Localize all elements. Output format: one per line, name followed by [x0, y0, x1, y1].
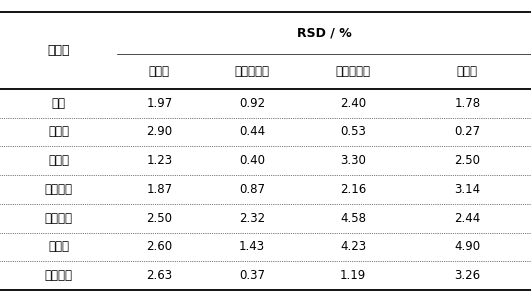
Text: 柚皮苷: 柚皮苷 [48, 241, 69, 253]
Text: 1.87: 1.87 [146, 183, 173, 196]
Text: 4.23: 4.23 [340, 241, 366, 253]
Text: 0.44: 0.44 [239, 125, 266, 138]
Text: 0.87: 0.87 [239, 183, 265, 196]
Text: 0.37: 0.37 [239, 269, 265, 282]
Text: 2.16: 2.16 [340, 183, 366, 196]
Text: 稳定性: 稳定性 [457, 65, 478, 78]
Text: 3.14: 3.14 [454, 183, 481, 196]
Text: 日内精密度: 日内精密度 [235, 65, 270, 78]
Text: 2.40: 2.40 [340, 97, 366, 110]
Text: RSD / %: RSD / % [296, 26, 352, 39]
Text: 1.97: 1.97 [146, 97, 173, 110]
Text: 2.50: 2.50 [147, 212, 172, 225]
Text: 柚皮素: 柚皮素 [48, 154, 69, 167]
Text: 4.90: 4.90 [454, 241, 481, 253]
Text: 2.90: 2.90 [146, 125, 173, 138]
Text: 日间紧密度: 日间紧密度 [336, 65, 371, 78]
Text: 2.50: 2.50 [455, 154, 480, 167]
Text: 4.58: 4.58 [340, 212, 366, 225]
Text: 重复性: 重复性 [149, 65, 170, 78]
Text: 1.23: 1.23 [146, 154, 173, 167]
Text: 0.40: 0.40 [239, 154, 265, 167]
Text: 芦丁: 芦丁 [52, 97, 65, 110]
Text: 0.92: 0.92 [239, 97, 266, 110]
Text: 0.53: 0.53 [340, 125, 366, 138]
Text: 1.43: 1.43 [239, 241, 266, 253]
Text: 异甘草素: 异甘草素 [45, 269, 72, 282]
Text: 类黄酮: 类黄酮 [47, 44, 70, 57]
Text: 3.26: 3.26 [454, 269, 481, 282]
Text: 2.60: 2.60 [146, 241, 173, 253]
Text: 0.27: 0.27 [454, 125, 481, 138]
Text: 2.32: 2.32 [239, 212, 266, 225]
Text: 山奈酔苷: 山奈酔苷 [45, 183, 72, 196]
Text: 槲皮素: 槲皮素 [48, 125, 69, 138]
Text: 3.30: 3.30 [340, 154, 366, 167]
Text: 2.44: 2.44 [454, 212, 481, 225]
Text: 1.19: 1.19 [340, 269, 366, 282]
Text: 1.78: 1.78 [454, 97, 481, 110]
Text: 2.63: 2.63 [146, 269, 173, 282]
Text: 紫云英苷: 紫云英苷 [45, 212, 72, 225]
